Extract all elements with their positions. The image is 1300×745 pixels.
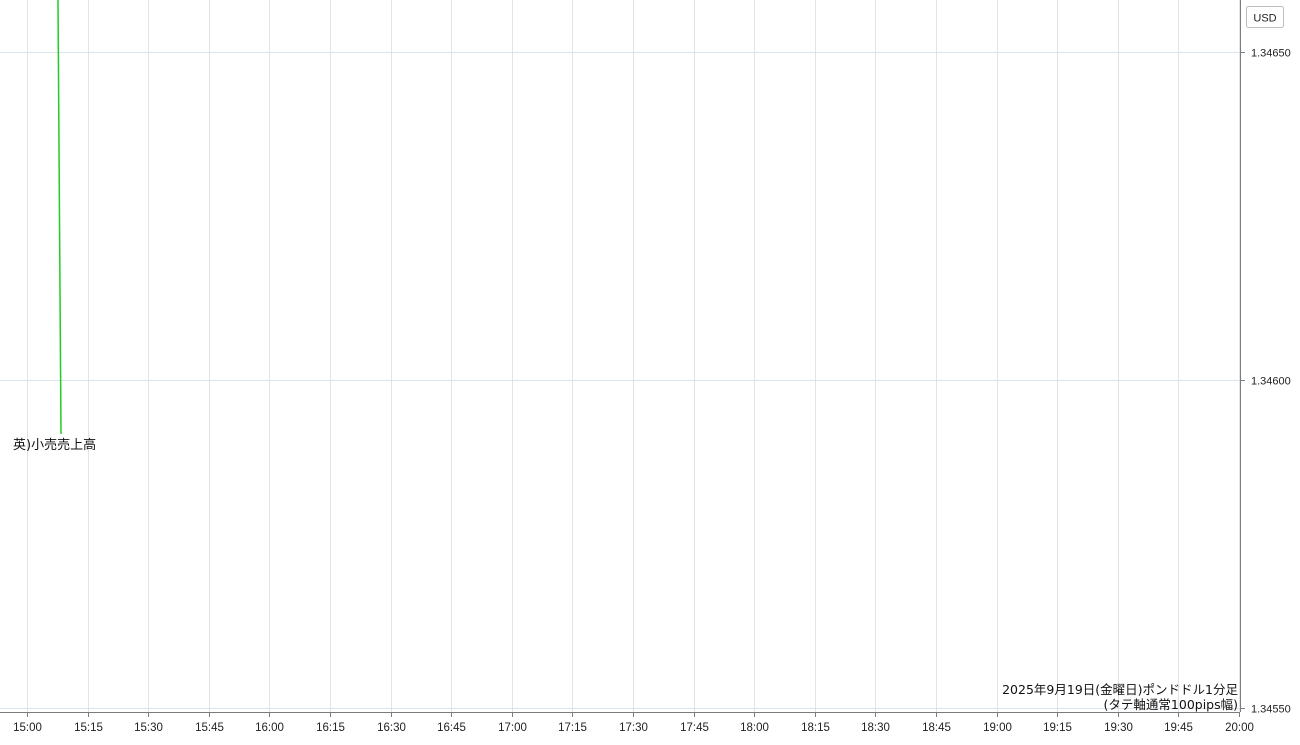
time-tick-label: 18:00 xyxy=(740,722,769,734)
price-axis: 1.355501.355001.354501.354001.353501.353… xyxy=(1240,48,1291,716)
annotation-label: 英)小売売上高 xyxy=(13,437,96,453)
time-tick-label: 15:15 xyxy=(74,722,103,734)
time-tick-label: 17:15 xyxy=(558,722,587,734)
price-tick-label: 1.34600 xyxy=(1251,376,1291,388)
price-tick-label: 1.34650 xyxy=(1251,48,1291,60)
currency-label: USD xyxy=(1253,13,1276,25)
time-tick-label: 17:30 xyxy=(619,722,648,734)
time-tick-label: 19:45 xyxy=(1164,722,1193,734)
time-tick-label: 15:30 xyxy=(134,722,163,734)
price-tick-label: 1.34550 xyxy=(1251,704,1291,716)
time-tick-label: 15:00 xyxy=(13,722,42,734)
time-tick-label: 16:15 xyxy=(316,722,345,734)
time-tick-label: 20:00 xyxy=(1225,722,1254,734)
time-tick-label: 16:45 xyxy=(437,722,466,734)
time-tick-label: 19:15 xyxy=(1043,722,1072,734)
time-tick-label: 19:30 xyxy=(1104,722,1133,734)
caption-subtitle: (タテ軸通常100pips幅) xyxy=(1104,697,1238,712)
currency-label-box: USD xyxy=(1246,6,1284,28)
time-tick-label: 18:30 xyxy=(861,722,890,734)
time-tick-label: 17:45 xyxy=(680,722,709,734)
time-axis: 15:00 15:15 15:30 15:45 16:00 16:15 16:30 16:45… xyxy=(13,712,1254,734)
time-tick-label: 18:45 xyxy=(922,722,951,734)
time-tick-label: 19:00 xyxy=(983,722,1012,734)
time-tick-label: 17:00 xyxy=(498,722,527,734)
caption-title: 2025年9月19日(金曜日)ポンドドル1分足 xyxy=(1002,682,1238,697)
time-tick-label: 16:30 xyxy=(377,722,406,734)
grid xyxy=(0,0,1240,712)
time-tick-label: 18:15 xyxy=(801,722,830,734)
time-tick-label: 15:45 xyxy=(195,722,224,734)
time-tick-label: 16:00 xyxy=(255,722,284,734)
